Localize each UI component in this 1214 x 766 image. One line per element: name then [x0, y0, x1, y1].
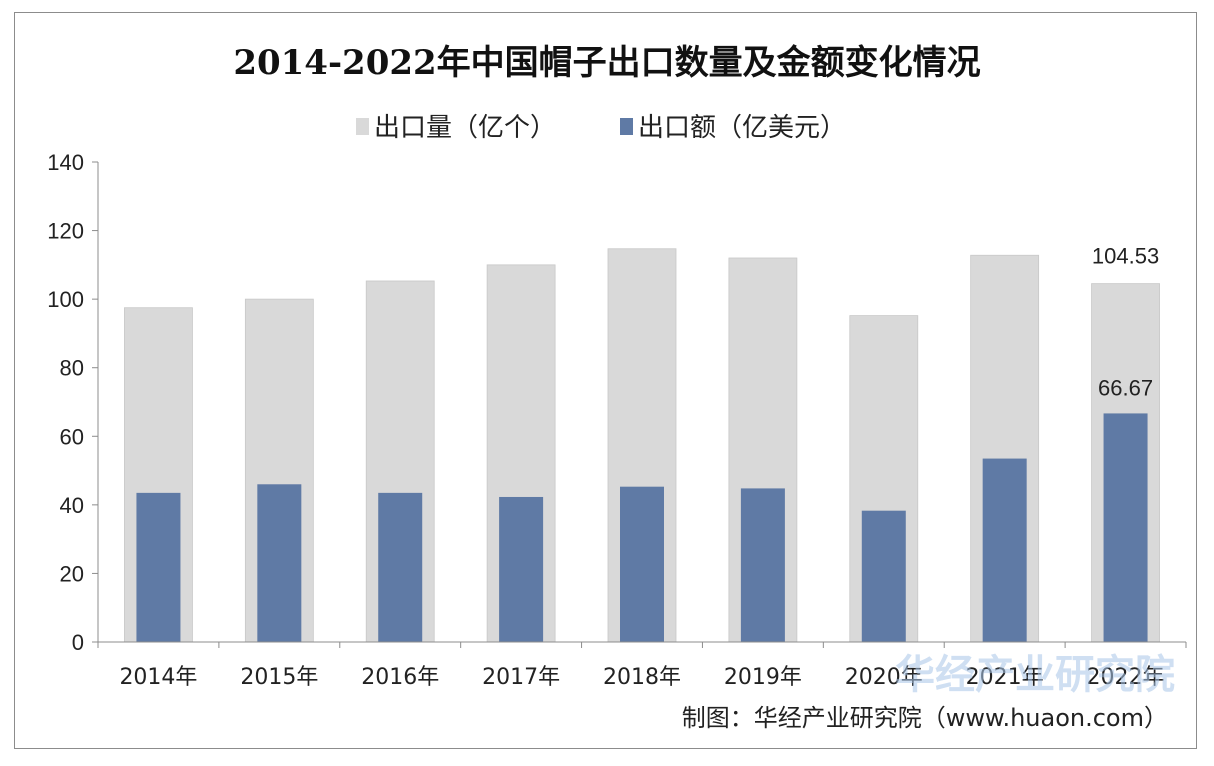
x-tick-label: 2018年 [603, 665, 681, 690]
bar-export-value [982, 458, 1027, 642]
legend-swatch-export-value [620, 118, 633, 135]
bar-export-value [257, 484, 302, 642]
x-tick-label: 2016年 [361, 665, 439, 690]
y-tick-label: 20 [60, 561, 84, 586]
x-tick-label: 2015年 [240, 665, 318, 690]
x-tick-label: 2021年 [966, 665, 1044, 690]
x-tick-label: 2014年 [119, 665, 197, 690]
y-tick-label: 120 [47, 219, 84, 244]
x-axis: 2014年 2015年 2016年 2017年 2018年 2019年 2020年 2021年… [97, 641, 1187, 690]
bar-export-value [1103, 413, 1148, 642]
watermark: 华经产业研究院 [895, 652, 1175, 698]
y-tick-label: 80 [60, 356, 84, 381]
y-tick-label: 60 [60, 424, 84, 449]
bar-export-value [499, 496, 544, 642]
legend: 出口量（亿个） 出口额（亿美元） [356, 113, 846, 143]
bar-export-value [861, 510, 906, 642]
y-tick-label: 140 [47, 150, 84, 175]
legend-swatch-export-volume [356, 118, 369, 135]
source-note: 制图：华经产业研究院（www.huaon.com） [682, 704, 1168, 732]
bar-export-value [136, 492, 181, 642]
y-tick-label: 40 [60, 493, 84, 518]
x-tick-label: 2019年 [724, 665, 802, 690]
x-tick-label: 2022年 [1087, 665, 1165, 690]
legend-label-export-value: 出口额（亿美元） [638, 113, 846, 143]
bar-export-value [740, 488, 785, 642]
x-tick-label: 2017年 [482, 665, 560, 690]
x-tick-label: 2020年 [845, 665, 923, 690]
y-axis: 0 20 40 60 80 100 120 140 [47, 150, 99, 655]
data-labels: 104.53 66.67 [1092, 244, 1159, 401]
legend-label-export-volume: 出口量（亿个） [374, 113, 556, 143]
bar-export-value [378, 492, 423, 642]
data-label-export-volume: 104.53 [1092, 244, 1159, 269]
y-tick-label: 100 [47, 287, 84, 312]
bars [124, 248, 1160, 643]
data-label-export-value: 66.67 [1098, 375, 1153, 400]
bar-export-value [620, 486, 664, 642]
y-tick-label: 0 [72, 630, 84, 655]
chart-title: 2014-2022年中国帽子出口数量及金额变化情况 [233, 43, 980, 83]
